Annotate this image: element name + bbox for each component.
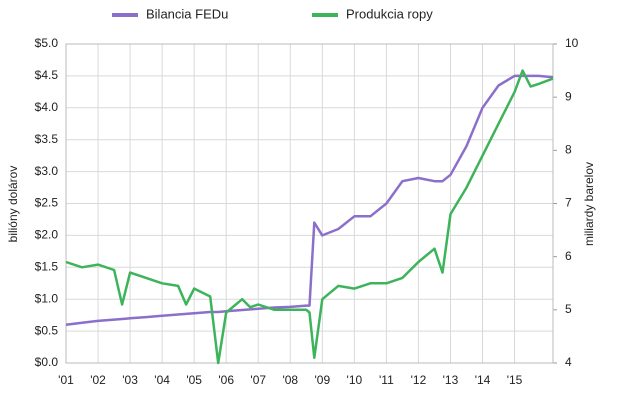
x-tick-label: '03 [122,373,138,387]
y2-tick-label: 9 [565,89,572,103]
y-tick-label: $1.0 [35,291,59,305]
x-tick-label: '04 [154,373,170,387]
x-tick-label: '06 [218,373,234,387]
y2-tick-label: 6 [565,249,572,263]
y2-tick-label: 8 [565,143,572,157]
x-tick-label: '14 [475,373,491,387]
legend-label: Produkcia ropy [346,6,433,21]
y-tick-label: $2.0 [35,228,59,242]
x-tick-label: '01 [58,373,74,387]
y-tick-label: $3.5 [35,132,59,146]
y2-axis-title: miliardy barelov [582,162,596,246]
x-tick-label: '07 [250,373,266,387]
y2-tick-label: 7 [565,196,572,210]
x-tick-label: '11 [379,373,394,387]
x-tick-label: '15 [507,373,523,387]
y2-tick-label: 5 [565,302,572,316]
x-tick-label: '02 [90,373,106,387]
x-tick-label: '13 [443,373,459,387]
y-tick-label: $4.0 [35,100,59,114]
y-tick-label: $2.5 [35,196,59,210]
x-tick-label: '08 [282,373,298,387]
y2-tick-label: 4 [565,355,572,369]
y-axis-title: bilióny dolárov [6,166,20,243]
y-tick-label: $0.5 [35,323,59,337]
data-line [65,74,554,326]
y-tick-label: $4.5 [35,68,59,82]
y-tick-label: $1.5 [35,259,59,273]
y-tick-label: $5.0 [35,36,59,50]
x-tick-label: '12 [411,373,427,387]
x-tick-label: '05 [186,373,202,387]
y-tick-label: $0.0 [35,355,59,369]
y-tick-label: $3.0 [35,164,59,178]
x-tick-label: '09 [314,373,330,387]
y2-tick-label: 10 [565,36,579,50]
data-line [65,69,554,365]
legend-label: Bilancia FEDu [146,6,228,21]
x-tick-label: '10 [347,373,363,387]
plot-frame [65,43,554,364]
